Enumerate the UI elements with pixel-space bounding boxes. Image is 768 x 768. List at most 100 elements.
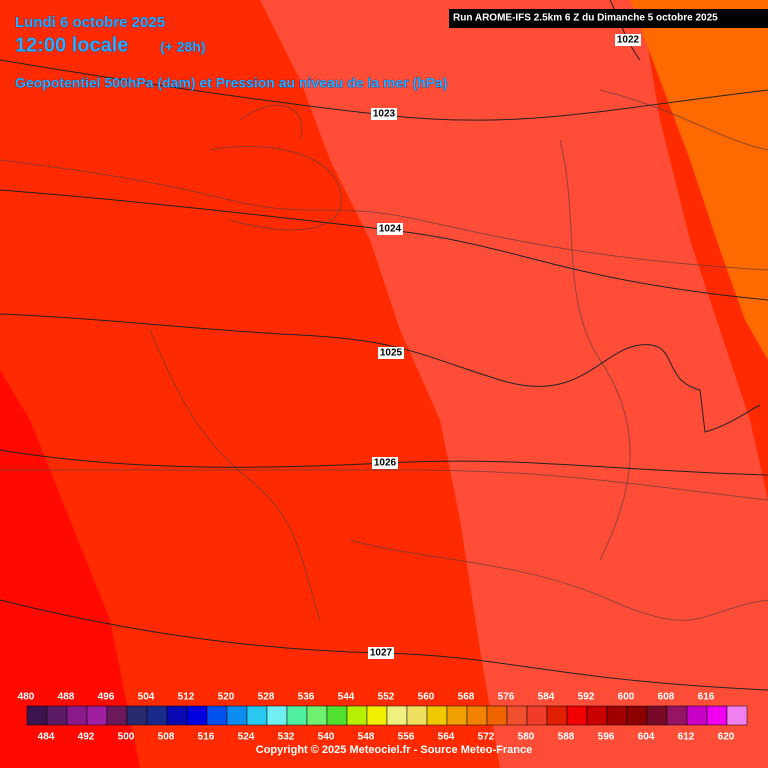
scale-swatch [586,705,608,726]
scale-swatch [266,705,288,726]
scale-label: 572 [478,732,495,743]
isobar-label-bg [372,457,398,469]
scale-swatch [166,705,188,726]
isobar-label: 1025 [380,348,403,359]
scale-label: 540 [318,732,335,743]
scale-swatch [506,705,528,726]
scale-swatch [466,705,488,726]
scale-label: 516 [198,732,215,743]
scale-label: 548 [358,732,375,743]
scale-swatch [86,705,108,726]
scale-label: 568 [458,692,475,703]
scale-label: 488 [58,692,75,703]
border [599,89,768,151]
scale-label: 496 [98,692,115,703]
scale-label: 504 [138,692,155,703]
scale-swatch [26,705,48,726]
scale-label: 620 [718,732,735,743]
scale-swatch [426,705,448,726]
scale-swatch [546,705,568,726]
scale-swatch [206,705,228,726]
subtitle: Geopotentiel 500hPa (dam) et Pression au… [15,75,448,91]
scale-swatch [326,705,348,726]
scale-swatch [246,705,268,726]
scale-label: 576 [498,692,515,703]
scale-label: 616 [698,692,715,703]
scale-swatch [346,705,368,726]
scale-swatch [106,705,128,726]
scale-label: 584 [538,692,555,703]
scale-swatch [306,705,328,726]
scale-swatch [66,705,88,726]
scale-label: 544 [338,692,355,703]
scale-swatch [386,705,408,726]
isobar-label: 1023 [373,109,396,120]
scale-swatch [286,705,308,726]
scale-label: 492 [78,732,95,743]
scale-label: 560 [418,692,435,703]
scale-swatch [486,705,508,726]
run-box [449,9,768,28]
isobar-label-bg [615,34,641,46]
footer: Copyright © 2025 Meteociel.fr - Source M… [256,744,532,756]
border [0,159,768,271]
isobar [609,0,641,61]
scale-label: 500 [118,732,135,743]
scale-label: 528 [258,692,275,703]
isobar-label: 1022 [617,35,640,46]
scale-swatch [706,705,728,726]
scale-label: 520 [218,692,235,703]
isobar-label-bg [371,108,397,120]
scale-label: 536 [298,692,315,703]
border [209,145,342,231]
scale-swatch [666,705,688,726]
scale-label: 580 [518,732,535,743]
scale-label: 608 [658,692,675,703]
isobar [0,313,761,433]
scale-swatch [726,705,748,726]
scale-swatch [566,705,588,726]
lead: (+ 28h) [160,39,206,55]
isobar-label: 1027 [370,648,393,659]
date: Lundi 6 octobre 2025 [15,14,165,31]
border [559,139,631,561]
scale-swatch [646,705,668,726]
scale-swatch [446,705,468,726]
scale-swatch [226,705,248,726]
scale-label: 588 [558,732,575,743]
scale-label: 596 [598,732,615,743]
scale-swatch [126,705,148,726]
scale-swatch [526,705,548,726]
border [149,329,321,621]
time: 12:00 locale [15,34,128,56]
isobar-label-bg [368,647,394,659]
run: Run AROME-IFS 2.5km 6 Z du Dimanche 5 oc… [453,13,718,24]
border [349,539,768,621]
border [239,104,303,141]
scale-label: 484 [38,732,55,743]
scale-label: 552 [378,692,395,703]
scale-swatch [626,705,648,726]
scale-label: 508 [158,732,175,743]
scale-swatch [366,705,388,726]
zone-572 [630,0,768,360]
scale-label: 612 [678,732,695,743]
scale-label: 564 [438,732,455,743]
isobar-label-bg [378,347,404,359]
scale-swatch [606,705,628,726]
scale-label: 604 [638,732,655,743]
scale-swatch [146,705,168,726]
scale-swatch [186,705,208,726]
scale-label: 532 [278,732,295,743]
scale-swatch [46,705,68,726]
scale-label: 524 [238,732,255,743]
borders [0,89,768,621]
scale-label: 556 [398,732,415,743]
scale-swatch [686,705,708,726]
isobar-label-bg [377,223,403,235]
scale-label: 600 [618,692,635,703]
scale-label: 480 [18,692,35,703]
scale-label: 512 [178,692,195,703]
scale-swatch [406,705,428,726]
